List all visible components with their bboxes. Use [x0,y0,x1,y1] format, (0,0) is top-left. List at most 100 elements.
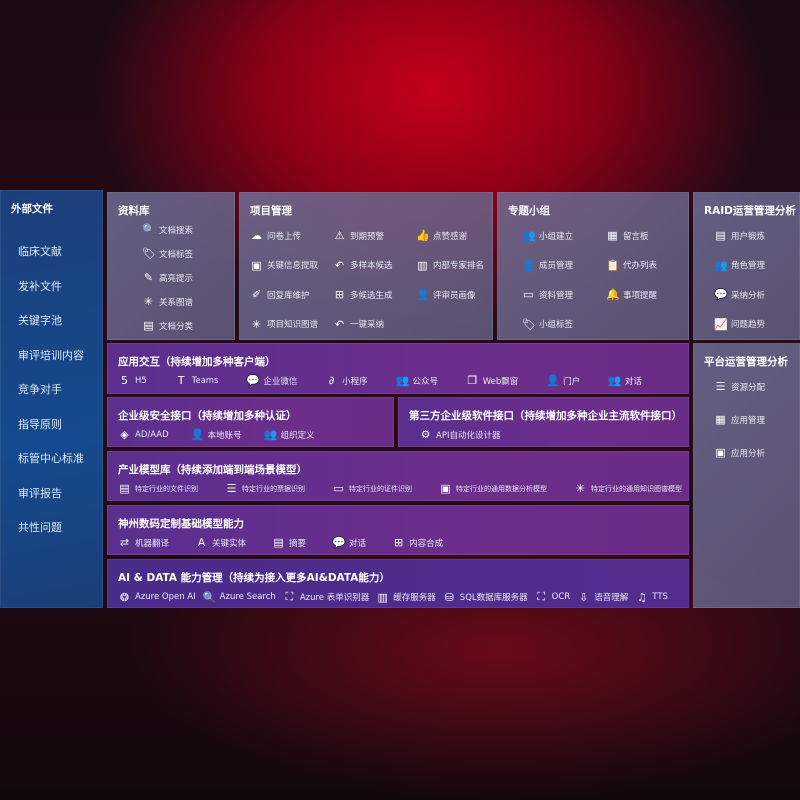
item-miniprogram[interactable]: ∂ 小程序 [325,374,368,387]
item-summary[interactable]: ▤ 摘要 [272,536,306,549]
translate-icon: ⇄ [119,536,130,549]
item-ranking[interactable]: ▥ 内部专家排名 [416,259,484,272]
cache-server-icon: ▥ [377,590,388,604]
item-tts[interactable]: ♫ TTS [635,591,668,604]
clipboard-icon: 📋 [606,258,620,272]
item-compose[interactable]: ⊞ 内容合成 [392,536,443,549]
item-thumbs-up[interactable]: 👍 点赞感谢 [416,229,467,242]
item-dialog[interactable]: 👥 对话 [608,374,642,387]
item-label: 项目知识图谱 [267,320,319,330]
item-html5[interactable]: 5 H5 [118,374,147,387]
sidebar-item[interactable]: 发补文件 [18,279,62,293]
item-apps[interactable]: ▦ 应用管理 [714,413,765,426]
item-label: 机器翻译 [135,538,170,549]
item-wechat-work[interactable]: 💬 企业微信 [246,374,297,387]
item-reply[interactable]: ↶ 一键采纳 [333,318,384,331]
item-bbs[interactable]: ▦ 留言板 [606,229,648,242]
id-card-icon: ▭ [333,482,344,495]
item-label: 成员管理 [539,261,574,271]
item-knowledge-graph[interactable]: ✳ 项目知识图谱 [250,318,318,331]
panel-industry-models: 产业模型库（持续添加端到端场景模型） ▤ 特定行业的文件识别 ☰ 特定行业的票据识别 ▭… [107,451,689,501]
item-label: AD/AAD [135,429,169,440]
panel-title: 项目管理 [250,205,292,217]
tag-icon: 🏷 [142,247,156,260]
item-label: Teams [191,375,219,386]
item-tag[interactable]: 🏷 小组标签 [522,318,573,331]
item-extract[interactable]: ▣ 关键信息提取 [250,259,318,272]
item-local-account[interactable]: 👤 本地账号 [191,428,242,441]
item-label: 特定行业的文件识别 [135,484,198,493]
item-qa[interactable]: 💬 采纳分析 [714,288,765,301]
ranking-icon: ▥ [417,258,428,272]
item-tag[interactable]: 🏷 文档标签 [142,247,193,260]
item-add-user[interactable]: 👤 成员管理 [522,259,573,272]
item-id-card[interactable]: ▭ 特定行业的证件识别 [332,482,412,495]
apps-icon: ▦ [715,413,726,426]
item-reply[interactable]: ↶ 多样本候选 [333,259,393,272]
item-doc-category[interactable]: ▤ 文档分类 [142,319,193,332]
item-trend[interactable]: 📈 问题趋势 [714,318,765,331]
item-cloud-upload[interactable]: ☁ 问卷上传 [250,229,301,242]
panel-project-management: 项目管理 ☁ 问卷上传 ⚠ 到期预警 👍 点赞感谢 ▣ 关键信息提取 ↶ 多样本候选 ▥ 内部专家排名… [239,192,493,340]
sidebar-item[interactable]: 指导原则 [18,417,62,431]
sidebar-item[interactable]: 审评培训内容 [18,348,84,362]
item-label: 企业微信 [263,376,298,387]
panel-topic-group: 专题小组 👥 小组建立 ▦ 留言板 👤 成员管理 📋 代办列表 ▭ 资料管理 🔔 事项提醒 🏷 小组标签 [497,192,689,340]
item-form-recognizer[interactable]: ⛶ Azure 表单识别器 [283,590,369,604]
item-ocr[interactable]: ⛶ OCR [535,590,570,604]
item-sql[interactable]: ⛁ SQL数据库服务器 [443,591,528,604]
item-doc-search[interactable]: 🔍 文档搜索 [142,223,193,236]
item-label: 评审员画像 [433,290,476,301]
aad-icon: ◈ [120,428,129,441]
item-speech[interactable]: ⇩ 语音理解 [577,591,628,604]
item-clipboard[interactable]: 📋 代办列表 [606,259,657,272]
sidebar-item[interactable]: 竞争对手 [18,383,62,396]
sidebar-item[interactable]: 临床文献 [18,245,62,258]
sidebar-item[interactable]: 审评报告 [18,486,62,500]
sidebar-item[interactable]: 标管中心标准 [18,452,84,465]
item-id-card[interactable]: ▤ 用户锻炼 [714,229,765,242]
item-graph[interactable]: ✳ 关系图谱 [142,295,193,308]
item-entity[interactable]: A 关键实体 [195,536,246,549]
sidebar-item[interactable]: 关键字池 [18,314,62,327]
item-label: 对话 [349,538,367,549]
item-azure-search[interactable]: 🔍 Azure Search [203,591,276,604]
item-puzzle[interactable]: ⊞ 多候选生成 [333,288,393,301]
item-label: 关键实体 [212,538,247,549]
item-gear[interactable]: ⚙ API自动化设计器 [419,428,501,441]
item-label: Web飘窗 [482,376,519,387]
openai-icon: ❂ [119,590,130,604]
item-person[interactable]: 👤 评审员画像 [416,288,476,301]
html5-icon: 5 [121,374,128,387]
item-folder[interactable]: ▭ 资料管理 [522,288,573,301]
item-alarm[interactable]: ⚠ 到期预警 [333,229,384,242]
dialog-icon: 👥 [607,374,622,387]
item-label: 关系图谱 [159,297,194,308]
form-recognizer-icon: ⛶ [285,590,294,603]
item-chart[interactable]: ▣ 特定行业的通用数据分析模型 [439,482,547,495]
item-bell[interactable]: 🔔 事项提醒 [606,288,657,301]
item-analytics[interactable]: ▣ 应用分析 [714,446,765,459]
item-users[interactable]: 👥 角色管理 [714,259,765,272]
item-official-account[interactable]: 👥 公众号 [395,374,438,387]
item-translate[interactable]: ⇄ 机器翻译 [118,536,169,549]
panel-title: 神州数码定制基础模型能力 [118,518,244,530]
item-cache-server[interactable]: ▥ 缓存服务器 [376,591,436,604]
item-label: H5 [135,375,147,386]
item-group[interactable]: 👥 小组建立 [522,229,573,242]
item-portal[interactable]: 👤 门户 [546,374,580,387]
sidebar-item[interactable]: 共性问题 [18,521,62,534]
item-receipt[interactable]: ☰ 特定行业的票据识别 [225,482,305,495]
item-org[interactable]: 👥 组织定义 [264,428,315,441]
item-label: 文档标签 [159,249,194,260]
item-file[interactable]: ▤ 特定行业的文件识别 [118,482,198,495]
item-chat[interactable]: 💬 对话 [332,536,366,549]
item-aad[interactable]: ◈ AD/AAD [118,428,169,441]
item-highlight-pen[interactable]: ✎ 高亮提示 [142,271,193,284]
item-openai[interactable]: ❂ Azure Open AI [118,591,196,604]
item-edit[interactable]: ✐ 回复库维护 [250,288,310,301]
item-knowledge-graph[interactable]: ✳ 特定行业的通用知识图谱模型 [574,482,682,495]
item-checklist[interactable]: ☰ 资源分配 [714,380,765,393]
item-teams[interactable]: T Teams [175,374,219,387]
item-web-window[interactable]: ❐ Web飘窗 [466,374,519,387]
